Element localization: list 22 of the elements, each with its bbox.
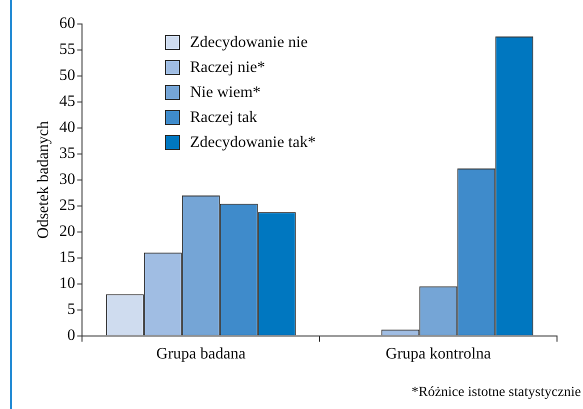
y-tick-label: 0 (67, 327, 76, 344)
y-tick-label: 55 (59, 41, 76, 58)
legend-label: Raczej nie* (190, 58, 266, 76)
y-tick-label: 15 (59, 249, 76, 266)
y-tick-label: 45 (59, 93, 76, 110)
y-tick-label: 50 (59, 67, 76, 84)
y-tick-label: 10 (59, 275, 76, 292)
y-tick-label: 60 (59, 15, 76, 32)
text: *Różnice istotne statystycznie (411, 385, 581, 401)
y-tick-label: 20 (59, 223, 76, 240)
y-tick-label: 30 (59, 171, 76, 188)
x-tick-label: Grupa kontrolna (386, 346, 491, 363)
y-tick-label: 35 (59, 145, 76, 162)
y-tick-label: 40 (59, 119, 76, 136)
legend-label: Zdecydowanie nie (190, 34, 308, 52)
legend-label: Zdecydowanie tak* (190, 134, 316, 152)
legend-label: Nie wiem* (190, 84, 261, 102)
y-tick-label: 5 (67, 301, 76, 318)
y-tick-label: 25 (59, 197, 76, 214)
legend-label: Raczej tak (190, 108, 258, 126)
y-axis-title: Odsetek badanych (34, 121, 52, 239)
x-tick-label: Grupa badana (156, 346, 246, 363)
